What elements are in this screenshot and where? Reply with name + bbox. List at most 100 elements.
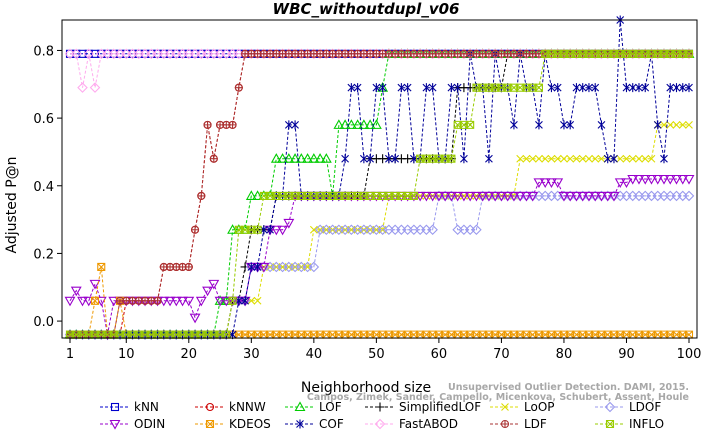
legend-item: KDEOS [195,417,271,431]
data-point [516,154,525,163]
data-point [378,83,387,93]
data-point [228,296,237,305]
data-point [205,402,215,412]
data-point [339,119,351,129]
data-point [202,286,213,297]
y-tick-label: 0.8 [33,44,54,59]
legend-item: INFLO [595,417,664,431]
data-point [245,190,257,200]
data-point [495,191,507,202]
data-point [572,154,581,163]
legend-item: SimplifiedLOF [365,400,481,414]
data-point [485,154,493,164]
data-point [566,120,575,130]
data-point [646,174,657,185]
y-tick-label: 0.0 [33,315,54,330]
data-point [534,83,543,92]
data-point [522,154,531,163]
data-point [64,296,76,307]
data-point [501,403,509,411]
data-point [628,154,637,163]
series-line [70,195,689,336]
data-point [277,225,289,236]
data-point [477,191,489,202]
data-point [352,119,364,129]
data-point [622,154,631,163]
legend-item: kNN [100,400,159,414]
legend-label: KDEOS [229,417,271,431]
data-point [641,154,650,163]
data-point [685,120,693,129]
data-point [189,313,201,324]
legend-label: SimplifiedLOF [399,400,481,414]
data-point [520,191,532,202]
x-tick-label: 90 [618,347,635,362]
data-point [89,82,101,93]
data-point [527,191,539,202]
data-point [633,174,645,185]
series-line [70,19,689,336]
data-point [90,296,100,305]
data-point [89,279,101,290]
legend-item: FastABOD [365,417,458,431]
legend-label: kNN [134,400,159,414]
data-point [510,120,518,130]
data-point [308,153,320,163]
data-point [374,418,386,430]
data-point [671,174,682,185]
data-point [535,154,543,163]
legend-label: kNNW [229,400,266,414]
data-point [433,191,445,202]
data-point [666,83,675,93]
data-point [453,83,462,93]
data-point [635,83,643,93]
data-point [683,174,695,185]
data-point [439,191,451,202]
data-point [535,120,543,130]
data-point [560,120,568,130]
series-line [70,266,689,336]
data-point [553,83,562,93]
data-point [685,83,693,93]
data-point [341,154,349,164]
data-point [447,83,456,93]
data-point [489,191,501,202]
legend-label: ODIN [134,417,165,431]
data-point [560,154,568,163]
data-point [547,83,556,93]
data-point [70,286,82,297]
data-point [70,48,82,60]
x-tick-label: 1 [66,347,74,362]
data-point [65,49,75,58]
data-point [77,296,88,307]
data-point [608,191,620,202]
data-point [578,154,587,163]
data-point [460,154,468,164]
data-point [677,174,689,185]
data-point-cross [197,192,205,200]
data-point [372,83,381,93]
data-point [84,49,93,58]
data-point [621,178,632,189]
data-point [422,83,431,93]
data-point [464,191,476,202]
legend-item: LoOP [490,400,555,414]
data-point [384,154,393,164]
data-point [672,120,681,129]
data-point [616,154,625,163]
data-point [358,119,370,129]
data-point [471,224,482,236]
series-inflo [65,49,694,339]
data-point [427,191,439,202]
data-point [514,191,526,202]
legend-label: LDOF [629,400,661,414]
data-point [647,154,656,163]
plot-area [64,15,695,341]
data-point [572,83,581,93]
data-point [660,154,668,164]
data-point [333,119,345,129]
watermark-line-2: Unsupervised Outlier Detection. DAMI, 20… [448,382,689,393]
data-point [375,402,385,412]
data-point-cross [191,226,199,234]
legend-label: LDF [524,417,547,431]
